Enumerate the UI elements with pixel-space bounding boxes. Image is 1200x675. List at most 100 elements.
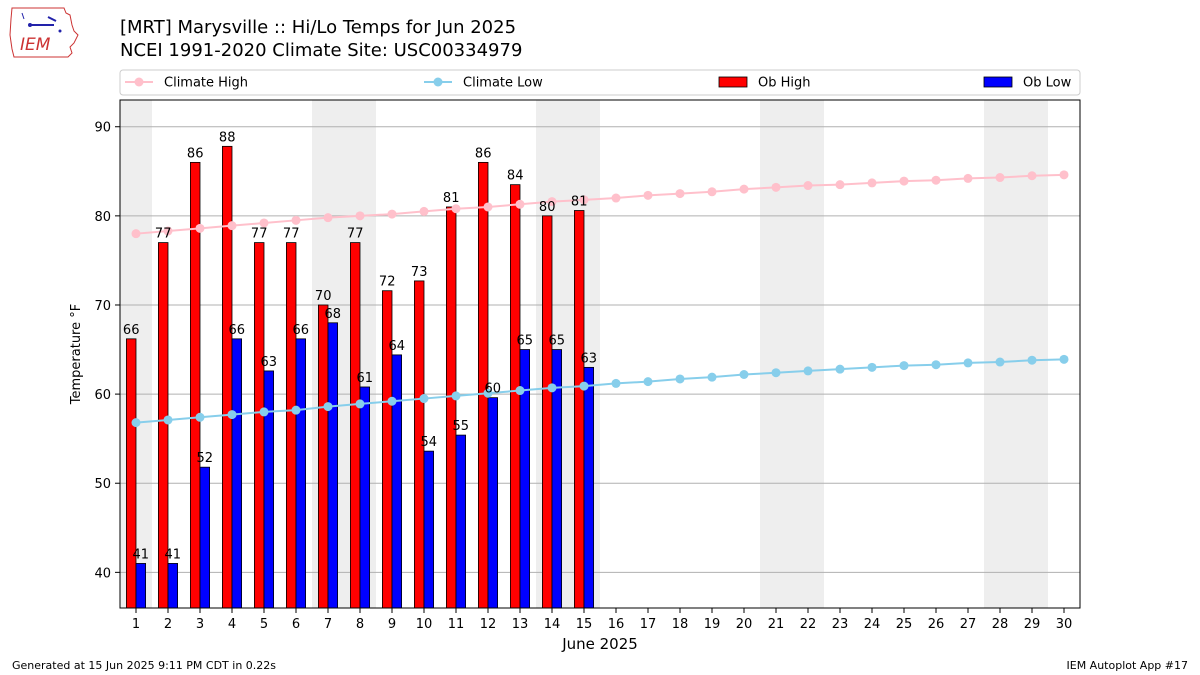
ob-low-label-day-7: 68 — [325, 307, 342, 322]
climate-lines — [131, 170, 1069, 428]
climate-high-point-day-18 — [675, 189, 685, 199]
x-tick-label-8: 8 — [356, 617, 364, 632]
climate-high-point-day-2 — [163, 226, 173, 236]
ob-high-bar-day-5 — [253, 242, 265, 609]
ob-low-label-day-4: 66 — [229, 323, 246, 338]
ob-high-label-day-2: 77 — [155, 227, 172, 242]
climate-low-point-day-9 — [387, 396, 397, 406]
ob-high-bar-day-11 — [445, 206, 457, 609]
ob-low-label-day-11: 55 — [453, 419, 470, 434]
ob-low-bar-day-10 — [423, 450, 435, 609]
x-tick-label-28: 28 — [992, 617, 1009, 632]
app-credit: IEM Autoplot App #17 — [1066, 659, 1189, 672]
x-tick-label-16: 16 — [608, 617, 625, 632]
ob-low-label-day-12: 60 — [485, 382, 502, 397]
climate-low-point-day-3 — [195, 412, 205, 422]
legend-ob-high-swatch — [718, 76, 748, 88]
chart-subtitle: NCEI 1991-2020 Climate Site: USC00334979 — [120, 40, 523, 61]
x-tick-label-29: 29 — [1024, 617, 1041, 632]
climate-high-point-day-9 — [387, 209, 397, 219]
x-tick-label-19: 19 — [704, 617, 721, 632]
ob-low-label-day-2: 41 — [165, 547, 182, 562]
climate-high-point-day-3 — [195, 223, 205, 233]
climate-low-point-day-28 — [995, 357, 1005, 367]
ob-low-label-day-8: 61 — [357, 371, 374, 386]
legend: Climate High Climate Low Ob High Ob Low — [119, 69, 1081, 96]
climate-low-point-day-14 — [547, 383, 557, 393]
ob-low-bar-day-4 — [231, 338, 243, 609]
legend-climate-low-label: Climate Low — [463, 76, 543, 91]
legend-climate-low-marker — [433, 77, 443, 87]
x-tick-label-12: 12 — [480, 617, 497, 632]
legend-climate-high-label: Climate High — [164, 76, 248, 91]
axis-ticks: 1 2 3 4 5 6 7 8 9 10 11 12 13 14 15 16 17 18 19 20 21 22 23 24 2… — [94, 121, 1072, 632]
climate-low-point-day-15 — [579, 381, 589, 391]
ob-low-bar-day-3 — [199, 466, 211, 609]
climate-low-point-day-29 — [1027, 355, 1037, 365]
climate-low-point-day-7 — [323, 402, 333, 412]
ob-high-bar-day-7 — [317, 304, 329, 609]
climate-high-point-day-17 — [643, 190, 653, 200]
climate-low-point-day-8 — [355, 399, 365, 409]
ob-low-label-day-10: 54 — [421, 435, 438, 450]
climate-low-point-day-16 — [611, 378, 621, 388]
climate-high-point-day-15 — [579, 195, 589, 205]
climate-low-point-day-27 — [963, 358, 973, 368]
ob-low-bar-day-11 — [455, 434, 467, 609]
climate-high-point-day-20 — [739, 184, 749, 194]
ob-high-label-day-11: 81 — [443, 191, 460, 206]
ob-high-label-day-13: 84 — [507, 169, 524, 184]
climate-high-point-day-22 — [803, 181, 813, 191]
climate-low-point-day-13 — [515, 386, 525, 396]
ob-low-label-day-3: 52 — [197, 451, 214, 466]
x-tick-label-15: 15 — [576, 617, 593, 632]
climate-high-point-day-19 — [707, 187, 717, 197]
climate-high-point-day-24 — [867, 178, 877, 188]
x-tick-label-24: 24 — [864, 617, 881, 632]
ob-low-label-day-5: 63 — [261, 355, 278, 370]
ob-low-bar-day-9 — [391, 354, 403, 609]
climate-high-point-day-14 — [547, 197, 557, 207]
x-axis-label: June 2025 — [561, 635, 638, 653]
ob-high-label-day-6: 77 — [283, 227, 300, 242]
ob-high-label-day-3: 86 — [187, 146, 204, 161]
legend-ob-low-label: Ob Low — [1023, 76, 1072, 91]
x-tick-label-17: 17 — [640, 617, 657, 632]
climate-low-point-day-2 — [163, 415, 173, 425]
y-tick-label-70: 70 — [94, 299, 111, 314]
climate-high-point-day-25 — [899, 176, 909, 186]
ob-high-bar-day-14 — [542, 215, 553, 609]
climate-low-point-day-5 — [259, 407, 269, 417]
ob-high-label-day-10: 73 — [411, 265, 428, 280]
ob-low-label-day-15: 63 — [581, 351, 598, 366]
climate-low-point-day-22 — [803, 366, 813, 376]
x-tick-label-18: 18 — [672, 617, 689, 632]
climate-low-point-day-4 — [227, 410, 237, 420]
climate-low-point-day-17 — [643, 377, 653, 387]
ob-low-bar-day-12 — [487, 397, 499, 609]
climate-high-point-day-6 — [291, 215, 301, 225]
climate-low-point-day-30 — [1059, 354, 1069, 364]
x-tick-label-22: 22 — [800, 617, 817, 632]
x-tick-label-10: 10 — [416, 617, 433, 632]
climate-low-point-day-23 — [835, 364, 845, 374]
climate-low-point-day-10 — [419, 394, 429, 404]
climate-high-point-day-12 — [483, 202, 493, 212]
shaded-day-22 — [792, 100, 824, 608]
ob-low-bar-day-5 — [263, 370, 275, 609]
ob-high-bar-day-8 — [349, 242, 361, 609]
climate-high-line — [135, 173, 1065, 235]
climate-high-point-day-11 — [451, 204, 461, 214]
legend-ob-high-label: Ob High — [758, 76, 811, 91]
climate-low-point-day-24 — [867, 362, 877, 372]
shaded-day-21 — [760, 100, 792, 608]
ob-high-label-day-12: 86 — [475, 146, 492, 161]
y-tick-label-40: 40 — [94, 566, 111, 581]
ob-high-bar-day-15 — [574, 210, 585, 609]
ob-low-bar-day-2 — [167, 563, 179, 609]
climate-high-point-day-13 — [515, 199, 525, 209]
x-tick-label-13: 13 — [512, 617, 529, 632]
climate-high-point-day-1 — [131, 229, 141, 239]
x-tick-label-11: 11 — [448, 617, 465, 632]
